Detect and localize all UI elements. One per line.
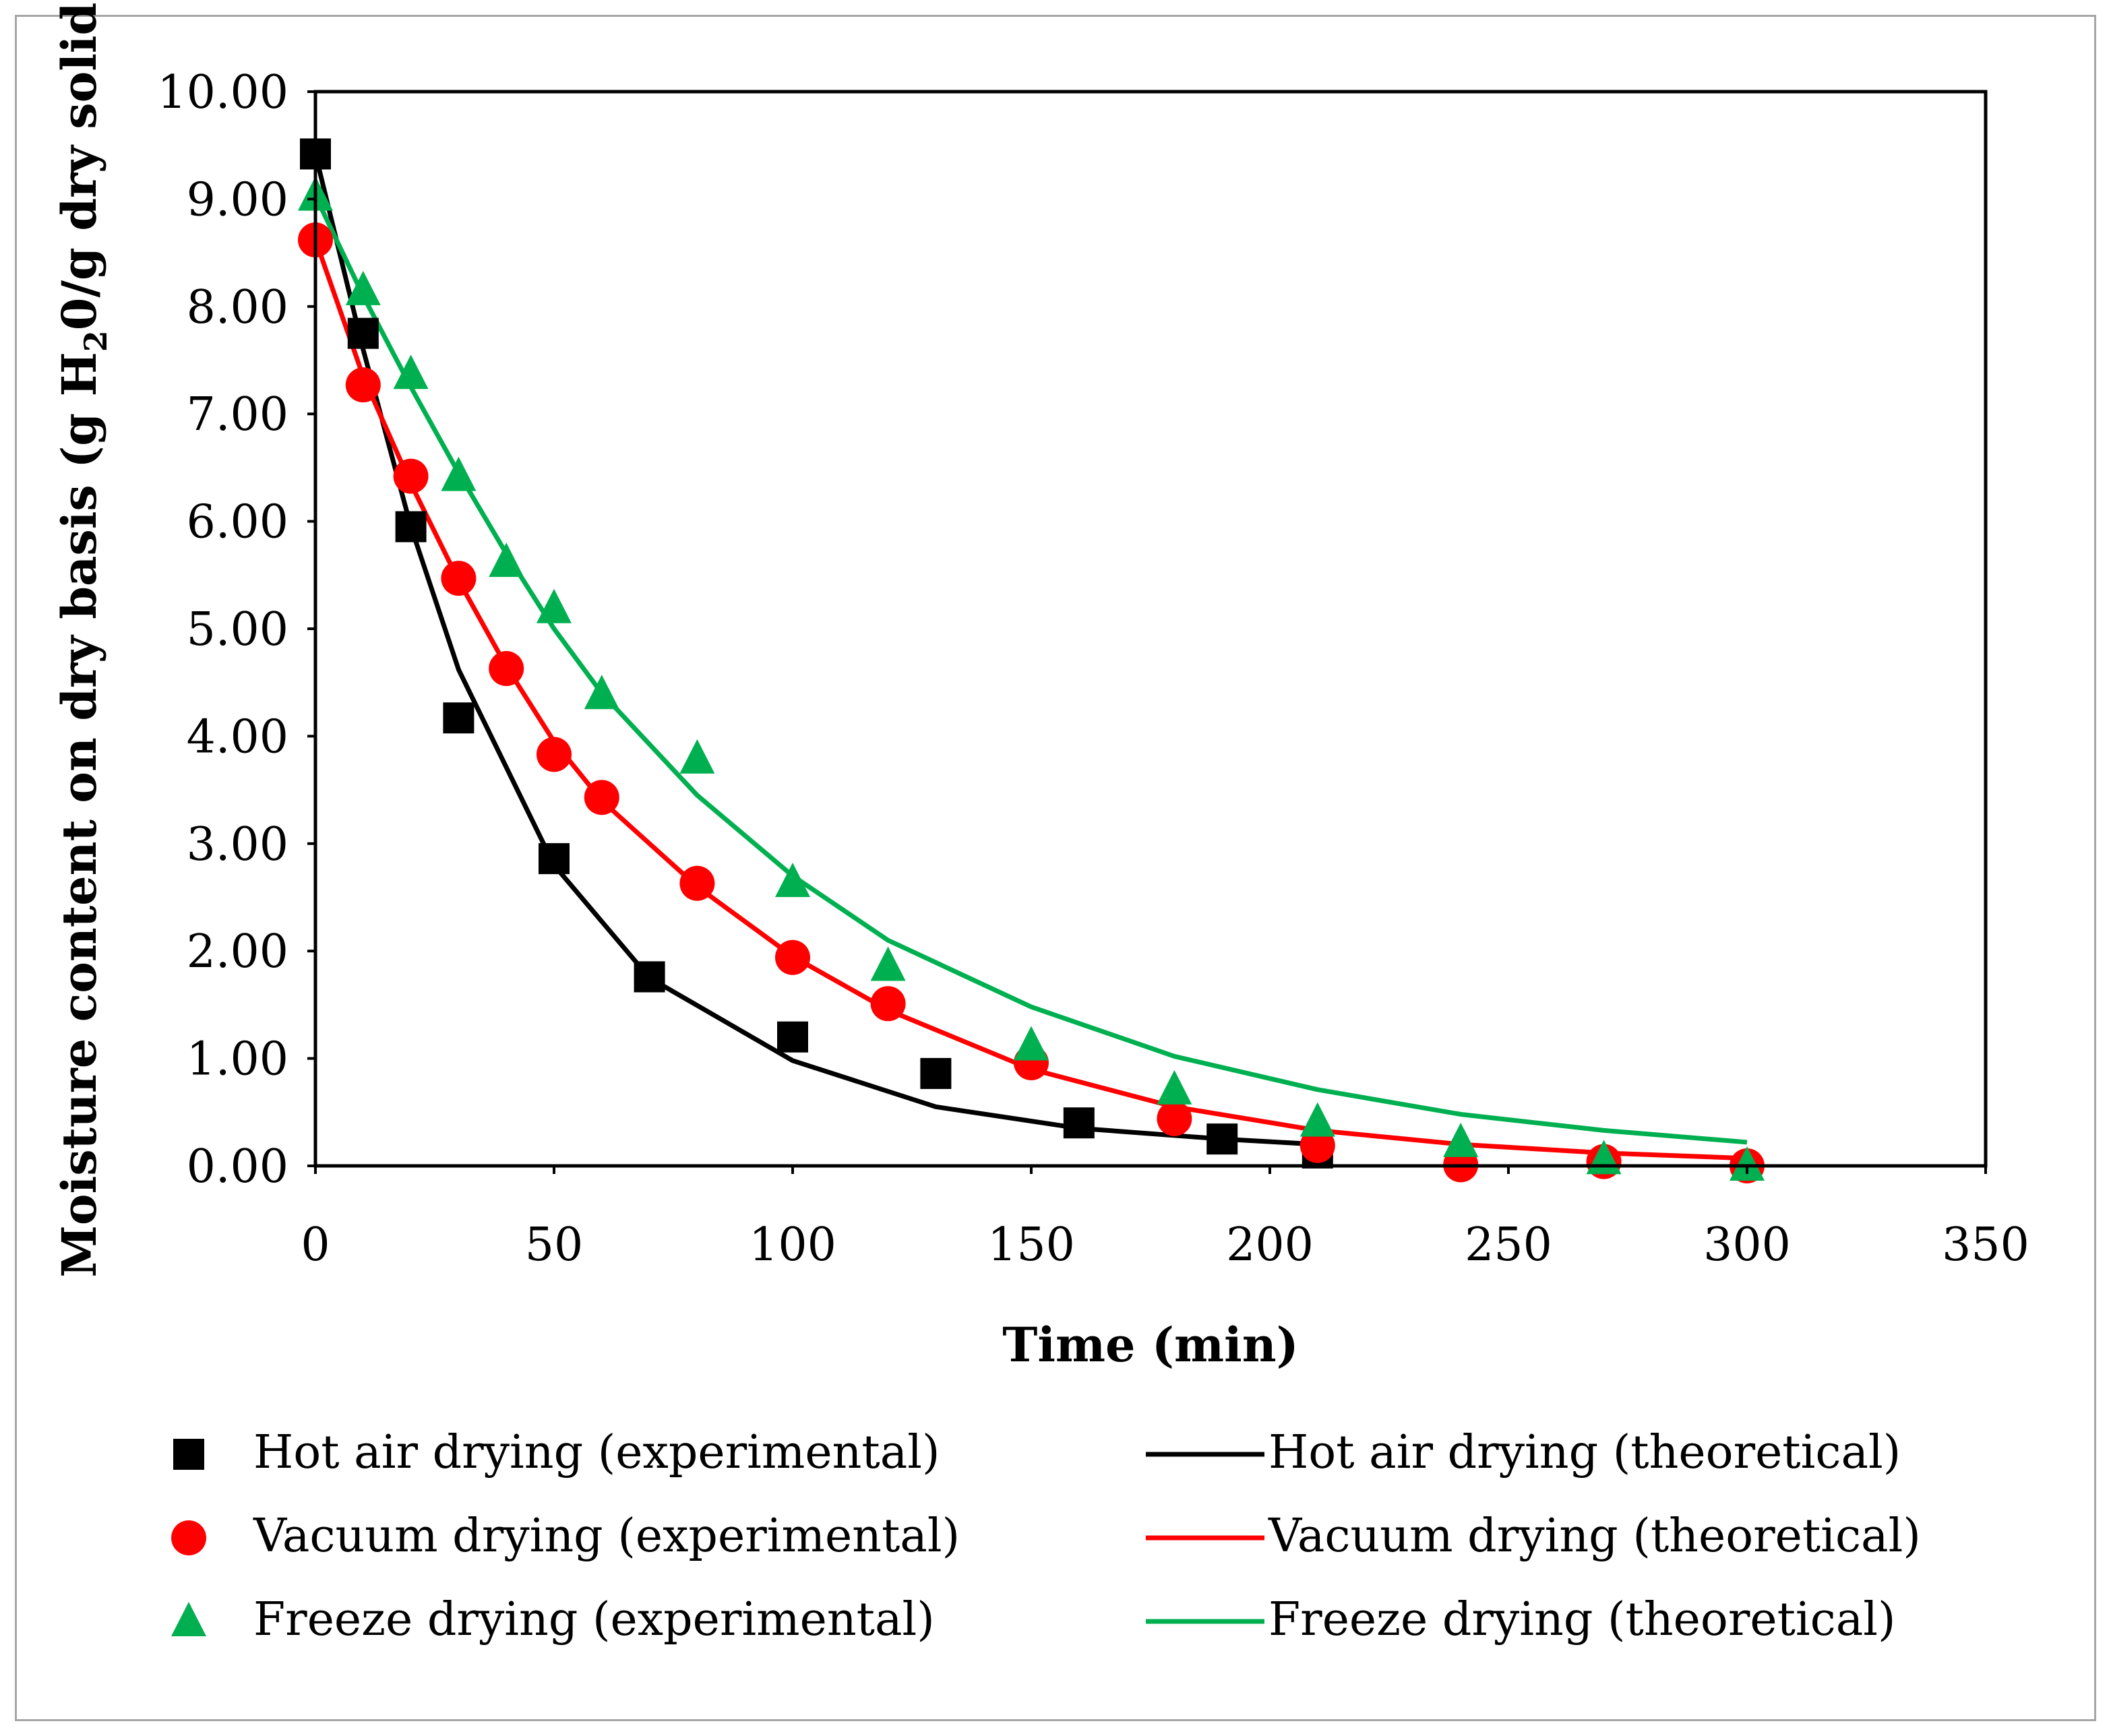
y-tick-label: 4.00: [187, 710, 288, 764]
data-point-triangle: [584, 675, 619, 710]
data-point-square: [539, 843, 570, 875]
data-point-circle: [775, 939, 810, 975]
legend-label: Hot air drying (experimental): [253, 1426, 940, 1479]
data-point-square: [443, 702, 475, 734]
data-point-circle: [1157, 1100, 1192, 1136]
plot-area: [298, 138, 1765, 1183]
data-point-circle: [870, 986, 906, 1022]
data-point-triangle: [1014, 1026, 1049, 1061]
y-tick-label: 9.00: [187, 173, 288, 226]
axes: 0.00 1.00 2.00 3.00 4.00 5.00 6.00 7.00 8.00 9.00…: [157, 66, 2029, 1272]
x-axis-title: Time (min): [1002, 1317, 1298, 1373]
y-axis-title-subscript: 2: [78, 330, 114, 352]
data-point-square: [920, 1057, 952, 1089]
series-line: [313, 153, 1318, 1147]
y-tick-label: 5.00: [187, 603, 288, 656]
y-axis-title: Moisture content on dry basis (g H20/g d…: [51, 0, 114, 1278]
y-tick-label: 6.00: [187, 496, 288, 549]
y-tick-label: 10.00: [157, 66, 288, 119]
data-point-circle: [345, 367, 381, 403]
y-tick-label: 1.00: [187, 1033, 288, 1086]
data-point-square: [1206, 1123, 1238, 1155]
legend-label: Vacuum drying (experimental): [253, 1510, 960, 1563]
series-line: [313, 239, 1748, 1161]
x-tick-label: 50: [525, 1218, 584, 1272]
legend-marker-triangle: [171, 1602, 206, 1636]
series-line: [313, 195, 1748, 1145]
data-point-circle: [393, 458, 429, 494]
data-point-circle: [679, 865, 715, 901]
data-point-square: [395, 511, 427, 542]
legend-label: Hot air drying (theoretical): [1268, 1426, 1901, 1479]
data-point-triangle: [1157, 1070, 1192, 1105]
data-point-triangle: [441, 456, 477, 491]
y-axis-title-part: 0/g dry solid): [51, 0, 107, 330]
y-tick-label: 0.00: [187, 1140, 288, 1194]
data-point-triangle: [775, 863, 810, 898]
y-tick-label: 3.00: [187, 818, 288, 871]
x-tick-label: 0: [301, 1218, 330, 1272]
data-point-circle: [441, 561, 477, 596]
data-point-triangle: [679, 739, 715, 774]
x-tick-label: 300: [1703, 1218, 1791, 1272]
data-point-triangle: [1299, 1102, 1335, 1137]
data-point-triangle: [1443, 1122, 1479, 1157]
x-tick-label: 100: [749, 1218, 836, 1272]
y-axis-title-part: Moisture content on dry basis (g H: [51, 352, 107, 1277]
data-point-circle: [584, 780, 619, 815]
data-point-circle: [537, 737, 572, 772]
data-point-circle: [489, 650, 524, 686]
x-tick-label: 200: [1226, 1218, 1314, 1272]
legend-label: Freeze drying (experimental): [253, 1593, 935, 1646]
y-tick-label: 7.00: [187, 388, 288, 441]
legend-marker-circle: [171, 1520, 206, 1555]
legend-marker-square: [173, 1439, 204, 1470]
legend-label: Freeze drying (theoretical): [1268, 1593, 1896, 1646]
data-point-circle: [1299, 1127, 1335, 1163]
data-point-triangle: [393, 354, 429, 390]
data-point-triangle: [489, 542, 524, 578]
x-tick-label: 250: [1465, 1218, 1552, 1272]
plot-border: [313, 90, 1988, 1168]
y-tick-label: 2.00: [187, 925, 288, 979]
x-tick-label: 150: [987, 1218, 1075, 1272]
data-point-triangle: [870, 946, 906, 981]
data-point-square: [777, 1021, 808, 1053]
data-point-square: [1063, 1107, 1095, 1139]
legend-label: Vacuum drying (theoretical): [1268, 1510, 1921, 1563]
y-tick-label: 8.00: [187, 281, 288, 334]
data-point-square: [347, 317, 379, 349]
data-point-square: [634, 961, 665, 993]
x-tick-label: 350: [1942, 1218, 2029, 1272]
data-point-triangle: [537, 588, 572, 623]
data-point-triangle: [345, 270, 381, 305]
data-point-triangle: [1730, 1146, 1765, 1181]
legend: Hot air drying (experimental) Vacuum dryi…: [171, 1426, 1921, 1646]
